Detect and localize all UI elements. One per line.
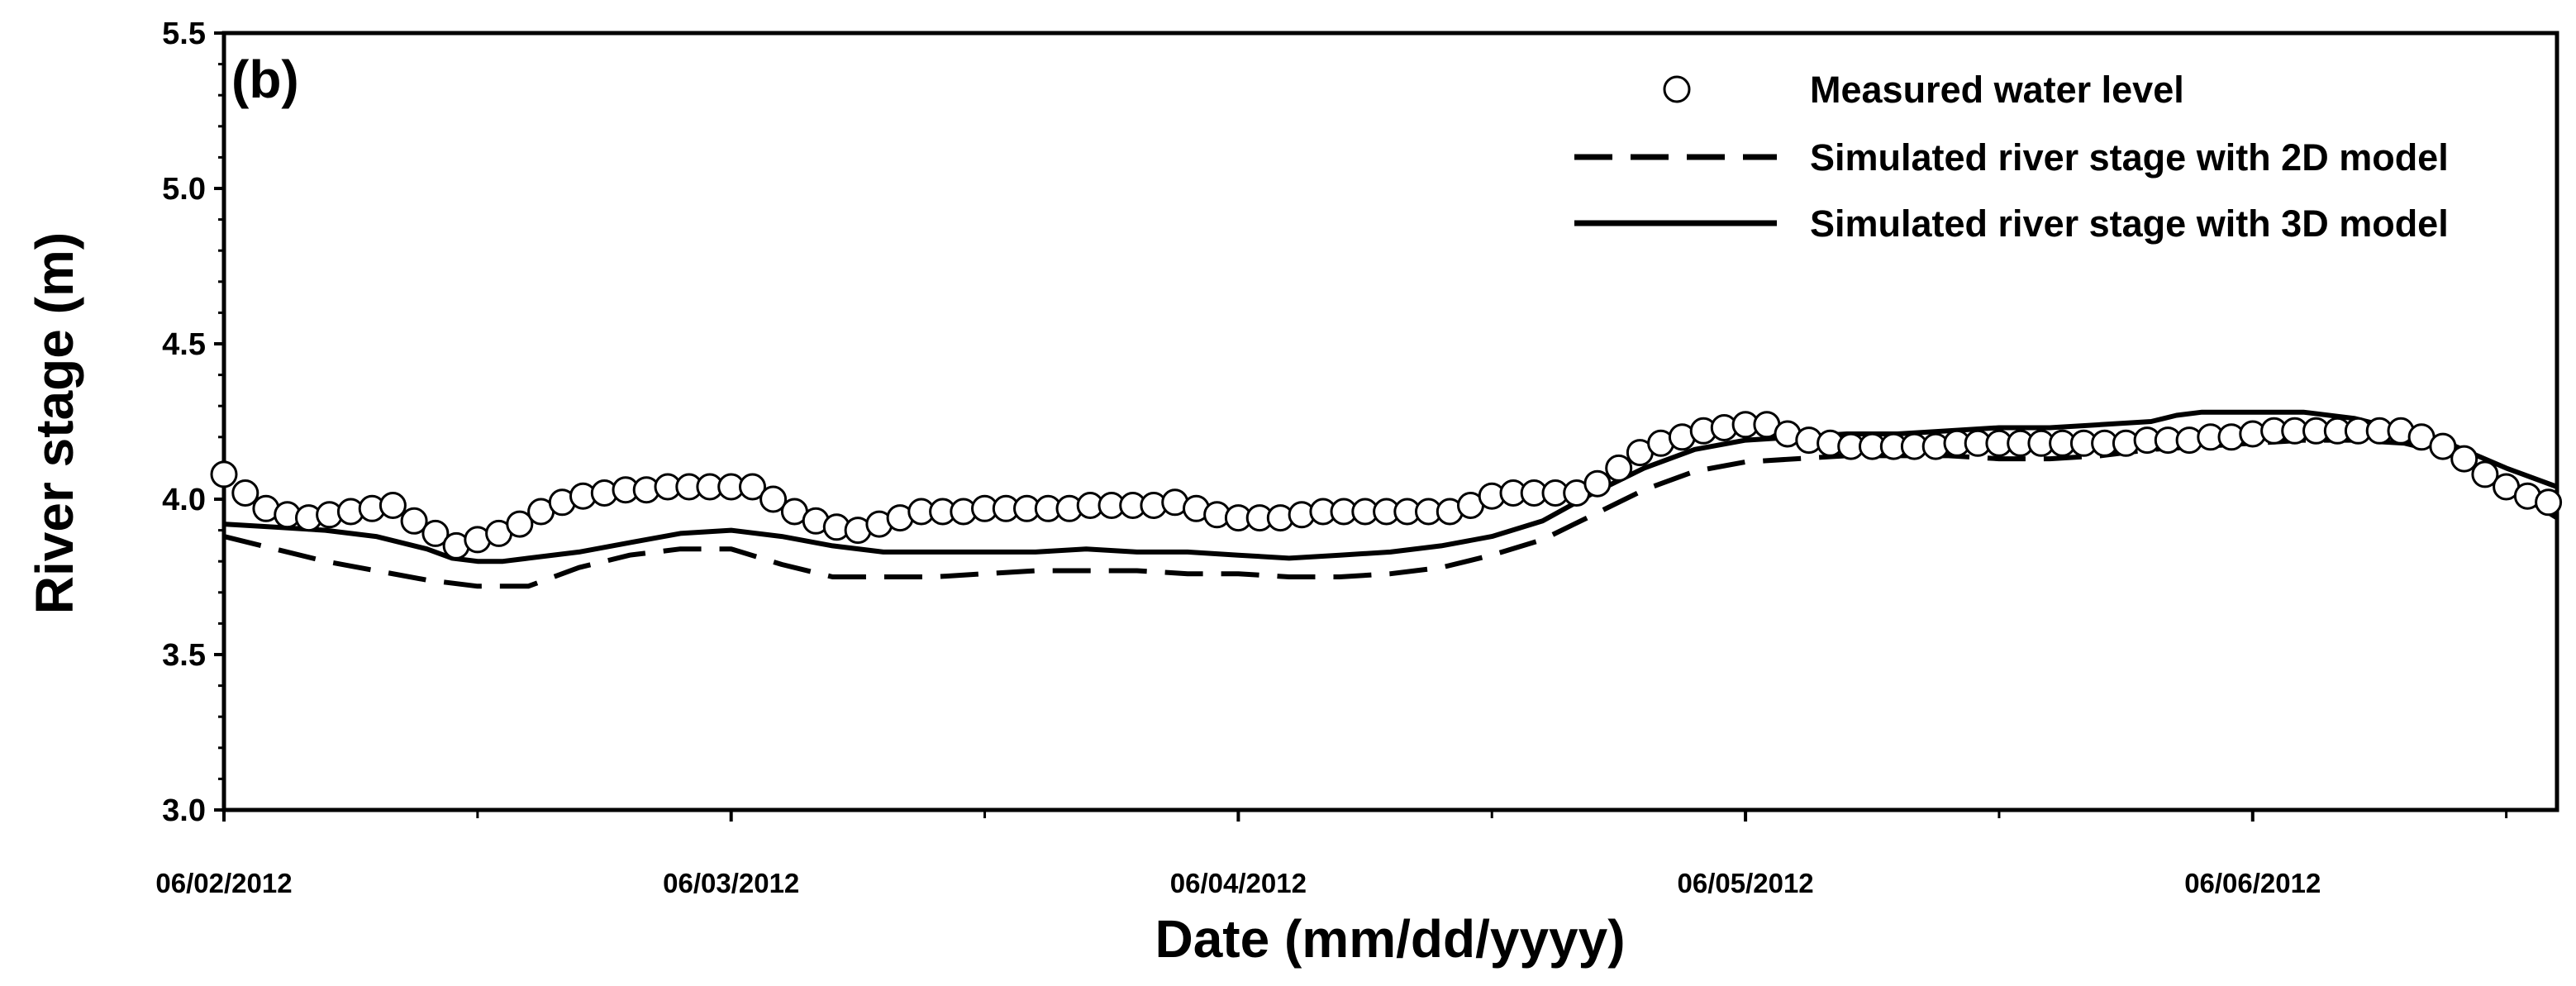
legend-label-2d: Simulated river stage with 2D model: [1810, 136, 2449, 179]
x-axis-ticks: 06/02/2012 06/03/2012 06/04/2012 06/05/2012…: [155, 810, 2508, 898]
x-tick-label: 06/06/2012: [2184, 868, 2321, 898]
measured-point: [1605, 454, 1633, 482]
legend: Measured water level Simulated river sta…: [1574, 69, 2449, 245]
measured-point: [506, 510, 534, 538]
y-axis-ticks: 3.0 3.5 4.0 4.5 5.0 5.5: [162, 17, 224, 828]
x-axis-title: Date (mm/dd/yyyy): [1155, 909, 1625, 969]
measured-point: [1583, 469, 1612, 498]
legend-marker-measured: [1663, 75, 1691, 103]
y-tick-label: 3.5: [162, 638, 206, 673]
measured-point: [379, 492, 407, 519]
x-tick-label: 06/04/2012: [1170, 868, 1307, 898]
measured-point: [421, 519, 450, 547]
measured-point: [739, 473, 766, 501]
y-tick-label: 5.0: [162, 172, 206, 207]
x-tick-label: 06/03/2012: [663, 868, 799, 898]
panel-label: (b): [231, 50, 299, 109]
x-tick-label: 06/02/2012: [155, 868, 292, 898]
y-tick-label: 3.0: [162, 793, 206, 828]
y-tick-label: 5.5: [162, 17, 206, 51]
measured-point: [759, 485, 788, 513]
measured-point: [2471, 460, 2499, 488]
x-tick-label: 06/05/2012: [1678, 868, 1814, 898]
measured-point: [210, 460, 238, 488]
y-tick-label: 4.5: [162, 327, 206, 362]
legend-label-3d: Simulated river stage with 3D model: [1810, 202, 2449, 245]
measured-point: [2450, 445, 2478, 473]
y-axis-title: River stage (m): [25, 232, 84, 614]
measured-point: [231, 479, 260, 507]
series-layer: [210, 409, 2563, 589]
series-line-3d: [223, 409, 2559, 564]
legend-label-measured: Measured water level: [1810, 69, 2184, 111]
measured-point: [400, 507, 428, 535]
measured-point: [2429, 432, 2457, 460]
y-tick-label: 4.0: [162, 483, 206, 517]
measured-point: [2535, 488, 2563, 517]
plot-frame: [221, 31, 2559, 812]
